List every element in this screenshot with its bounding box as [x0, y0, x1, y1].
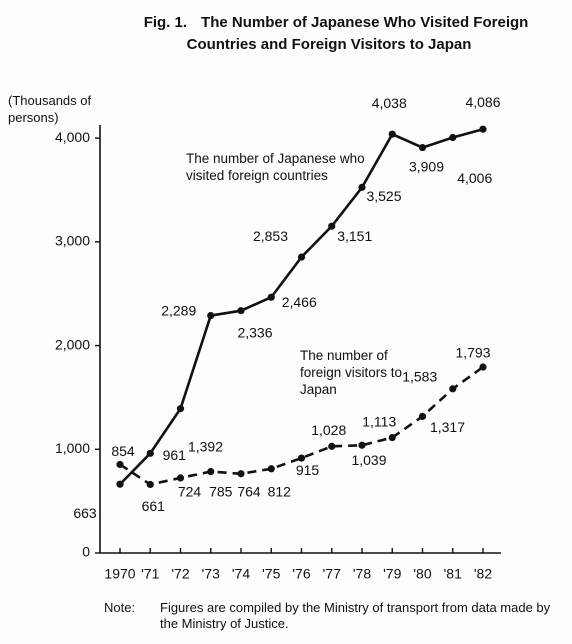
data-point [146, 480, 154, 489]
data-point [358, 183, 366, 191]
data-point [116, 480, 124, 488]
data-label: 4,038 [372, 95, 407, 111]
figure-label: Fig. 1. [143, 14, 188, 31]
data-point [479, 363, 487, 371]
x-tick-label: '72 [171, 566, 189, 582]
data-point [418, 412, 427, 420]
data-point [237, 470, 245, 478]
data-label: 3,525 [366, 188, 401, 204]
data-label: 1,113 [362, 413, 396, 429]
data-label: 1,028 [311, 422, 346, 438]
x-tick-label: '76 [292, 566, 310, 582]
x-tick-label: '81 [444, 566, 462, 582]
data-point [176, 405, 185, 413]
x-tick-label: '78 [353, 566, 371, 582]
data-label: 812 [268, 483, 292, 499]
data-label: 1,793 [455, 345, 490, 361]
data-point [207, 467, 215, 476]
data-point [328, 222, 336, 230]
data-label: 661 [142, 498, 166, 514]
x-tick-label: '80 [413, 566, 431, 582]
data-point [176, 474, 185, 482]
data-point [328, 442, 336, 450]
y-axis-label: (Thousands of persons) [8, 93, 92, 125]
data-label: 2,336 [237, 324, 272, 340]
data-label: 764 [237, 483, 261, 499]
data-label: 4,086 [465, 94, 500, 110]
data-point [297, 454, 306, 462]
data-label: 915 [296, 462, 320, 478]
data-label: 1,039 [351, 452, 386, 468]
data-label: 2,853 [253, 228, 288, 244]
data-label: 1,583 [402, 369, 437, 385]
data-point [449, 385, 457, 393]
data-label: 663 [73, 505, 97, 521]
data-point [207, 311, 215, 320]
data-label: 724 [178, 484, 202, 500]
y-tick-label: 3,000 [55, 233, 90, 249]
data-point [479, 125, 487, 133]
series-label: The number of foreign visitors to Japan [300, 348, 403, 397]
data-point [267, 293, 275, 301]
x-tick-label: 1970 [104, 566, 135, 582]
data-point [116, 460, 124, 469]
data-point [267, 465, 275, 473]
x-tick-label: '73 [202, 566, 220, 582]
x-tick-label: '75 [262, 566, 280, 582]
data-point [449, 133, 457, 142]
y-tick-label: 0 [82, 544, 90, 560]
note-text: Figures are compiled by the Ministry of … [160, 600, 551, 631]
x-tick-label: '79 [383, 566, 401, 582]
data-label: 3,151 [337, 228, 372, 244]
data-point [146, 449, 154, 457]
data-label: 3,909 [409, 158, 444, 174]
data-point [418, 143, 427, 152]
data-label: 854 [111, 443, 135, 459]
data-label: 2,466 [282, 294, 317, 310]
x-tick-label: '74 [232, 566, 250, 582]
chart-title: The Number of Japanese Who Visited Forei… [186, 14, 529, 53]
x-tick-label: '71 [141, 566, 159, 582]
y-tick-label: 2,000 [55, 336, 90, 352]
data-point [358, 441, 366, 449]
data-point [388, 433, 396, 442]
x-tick-label: '82 [474, 566, 492, 582]
chart-title-block: Fig. 1. The Number of Japanese Who Visite… [108, 12, 564, 56]
data-label: 961 [163, 447, 187, 463]
note: Note: Figures are compiled by the Minist… [104, 600, 570, 632]
data-label: 1,317 [430, 419, 465, 435]
series-label: The number of Japanese who visited forei… [186, 151, 365, 183]
data-label: 785 [209, 483, 233, 499]
data-point [237, 307, 245, 315]
data-label: 1,392 [188, 438, 223, 454]
note-label: Note: [104, 600, 136, 615]
data-label: 4,006 [457, 170, 492, 186]
data-point [297, 253, 306, 261]
x-tick-label: '77 [323, 566, 341, 582]
y-tick-label: 4,000 [55, 129, 90, 145]
data-label: 2,289 [161, 302, 196, 318]
y-tick-label: 1,000 [55, 440, 90, 456]
data-point [388, 130, 396, 138]
